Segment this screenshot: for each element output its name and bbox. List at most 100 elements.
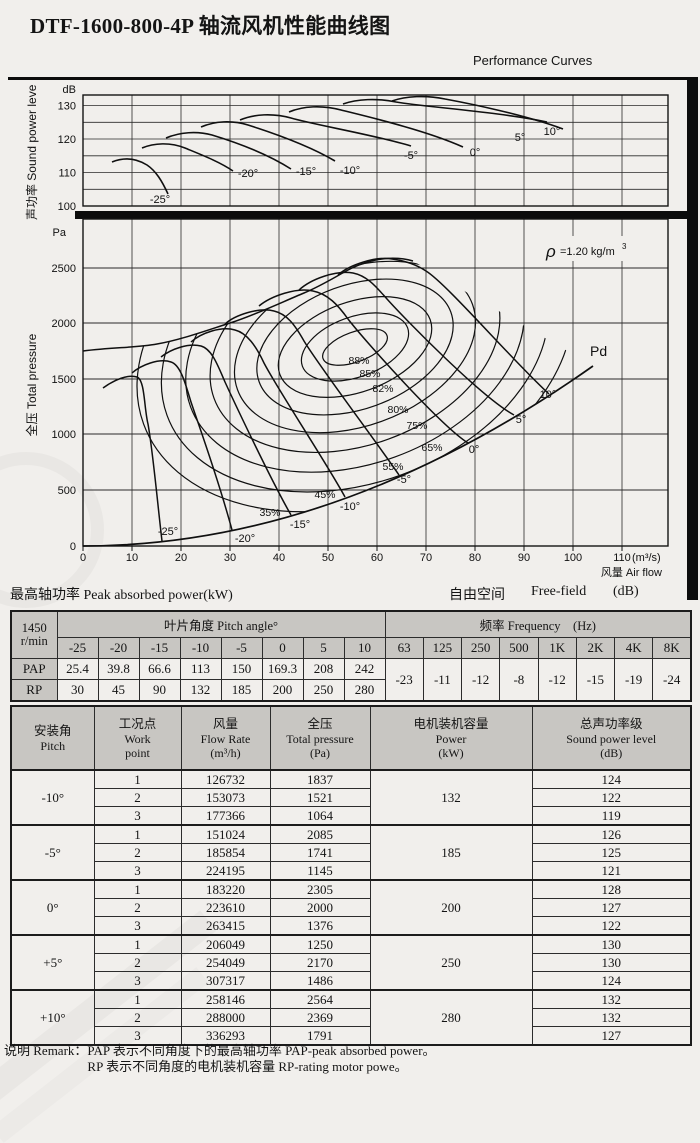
spl-cell: 122 — [531, 788, 692, 807]
pitch-col: 10 — [343, 637, 386, 659]
pd-curve — [82, 365, 594, 547]
pressure-cell: 2369 — [269, 1008, 371, 1027]
freq-col: 250 — [461, 637, 501, 659]
header-unit: (kW) — [438, 745, 464, 760]
flow-cell: 224195 — [180, 861, 271, 881]
pitch-col: 5 — [302, 637, 345, 659]
frequency-header-text: 频率 Frequency — [479, 619, 561, 633]
page-edge-bar — [687, 77, 698, 600]
fan-curve-0 — [258, 289, 469, 444]
workpoint-cell: 3 — [93, 806, 182, 826]
header-en: Total pressure — [286, 731, 354, 746]
rp-value: 250 — [302, 679, 345, 702]
workpoint-cell: 3 — [93, 1026, 182, 1046]
fan-curve--15 — [160, 344, 292, 516]
header-en: Pitch — [40, 738, 66, 753]
spl-cell: 124 — [531, 769, 692, 789]
sound-unit-label: dB — [63, 85, 76, 96]
freq-col: 63 — [384, 637, 424, 659]
pitch-cell: +10° — [10, 989, 95, 1046]
workpoint-cell: 2 — [93, 953, 182, 972]
pap-value: 242 — [343, 658, 386, 680]
sound-curve--25 — [111, 158, 169, 195]
pressure-cell: 1486 — [269, 971, 371, 991]
spl-cell: 119 — [531, 806, 692, 826]
flow-cell: 258146 — [180, 989, 271, 1009]
pitch-curve-label: -20° — [235, 533, 255, 545]
spl-cell: 126 — [531, 824, 692, 844]
rp-value: 200 — [261, 679, 304, 702]
efficiency-label: 85% — [359, 368, 380, 380]
pitch-curve-label: -5° — [404, 150, 418, 162]
remark-prefix: 说明 Remark： — [4, 1043, 88, 1058]
pap-value: 208 — [302, 658, 345, 680]
header-cn: 全压 — [307, 716, 333, 731]
sound-curve-10 — [391, 95, 564, 130]
pitch-curve-label: 5° — [515, 132, 526, 144]
flow-cell: 185854 — [180, 843, 271, 862]
freq-col: 1K — [537, 637, 577, 659]
header-spl: 总声功率级 Sound power level (dB) — [531, 705, 692, 771]
table-row: -10° 1 126732 1837 132 124 — [10, 769, 692, 826]
pressure-cell: 1064 — [269, 806, 371, 826]
freq-col: 500 — [499, 637, 539, 659]
pitch-cell: -5° — [10, 824, 95, 881]
spl-cell: 124 — [531, 971, 692, 991]
pitch-curve-label: 10° — [540, 389, 557, 401]
pitch-col: -5 — [220, 637, 263, 659]
fan-curve-10 — [337, 257, 550, 395]
pressure-grid — [83, 219, 668, 546]
rpm-value: 1450 — [21, 621, 47, 635]
x-axis-ticks — [82, 546, 623, 551]
table-row: +10° 1 258146 2564 280 132 — [10, 989, 692, 1046]
efficiency-label: 55% — [382, 461, 403, 473]
table-row: 3 307317 1486 124 — [11, 971, 692, 991]
y-tick-label: 2000 — [52, 318, 76, 330]
efficiency-label: 88% — [348, 355, 369, 367]
pitch-curve-label: -25° — [158, 526, 178, 538]
sound-chart — [82, 94, 669, 207]
fan-curve--25 — [102, 375, 163, 542]
spl-cell: 125 — [531, 843, 692, 862]
header-workpoint: 工况点 Work point — [93, 705, 182, 771]
density-symbol: ρ — [545, 242, 556, 261]
workpoint-cell: 2 — [93, 788, 182, 807]
fan-curve--10 — [190, 328, 346, 498]
rpm-cell: 1450 r/min — [10, 610, 58, 659]
efficiency-label: 45% — [314, 489, 335, 501]
x-tick-label: 20 — [175, 552, 187, 564]
flow-cell: 177366 — [180, 806, 271, 826]
pitch-curve-label: -20° — [238, 168, 258, 180]
x-tick-label: 50 — [322, 552, 334, 564]
sound-curve--10 — [200, 121, 336, 162]
page-subtitle: Performance Curves — [473, 53, 593, 68]
flow-cell: 336293 — [180, 1026, 271, 1046]
table-row: +5° 1 206049 1250 250 130 — [10, 934, 692, 991]
efficiency-label: 80% — [387, 404, 408, 416]
header-cn: 工况点 — [118, 716, 157, 731]
flow-cell: 223610 — [180, 898, 271, 917]
flow-cell: 126732 — [180, 769, 271, 789]
workpoint-cell: 3 — [93, 916, 182, 936]
freq-correction: -11 — [422, 658, 463, 702]
table-row: 0° 1 183220 2305 200 128 — [10, 879, 692, 936]
sound-curve--5 — [239, 114, 412, 147]
workpoint-cell: 2 — [93, 1008, 182, 1027]
free-field-caption-en: Free-field — [531, 584, 587, 599]
rp-value: 185 — [220, 679, 263, 702]
freq-correction: -24 — [652, 658, 692, 702]
flow-cell: 288000 — [180, 1008, 271, 1027]
efficiency-label: 82% — [372, 383, 393, 395]
peak-power-caption: 最高轴功率 Peak absorbed power(kW) — [10, 588, 233, 603]
pressure-axis-title: 全压 Total pressure — [24, 333, 39, 436]
fan-curve--20 — [131, 360, 233, 531]
performance-charts: dB 130 120 110 100 声功率 Sound power level… — [24, 85, 669, 579]
pressure-cell: 1521 — [269, 788, 371, 807]
sound-axis-title: 声功率 Sound power level — [24, 85, 39, 220]
pressure-cell: 1741 — [269, 843, 371, 862]
x-tick-label: 30 — [224, 552, 236, 564]
pressure-cell: 1791 — [269, 1026, 371, 1046]
spl-cell: 132 — [531, 1008, 692, 1027]
pitch-cell: -10° — [10, 769, 95, 826]
x-tick-label: 100 — [564, 552, 582, 564]
